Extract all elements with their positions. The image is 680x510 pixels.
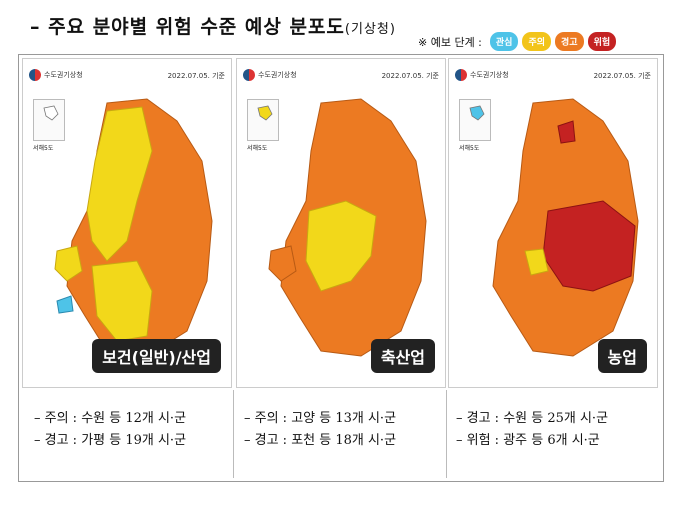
inset-map: [459, 99, 491, 141]
legend-label: ※ 예보 단계 :: [418, 35, 482, 49]
page-title: – 주요 분야별 위험 수준 예상 분포도(기상청): [30, 12, 396, 39]
map-panel-agriculture: 수도권기상청 2022.07.05. 기준 서해5도 농업: [448, 58, 658, 388]
title-source: (기상청): [344, 22, 396, 37]
column-divider: [446, 390, 447, 478]
risk-map: [492, 98, 639, 357]
map-panel-livestock: 수도권기상청 2022.07.05. 기준 서해5도 축산업: [236, 58, 446, 388]
title-main: – 주요 분야별 위험 수준 예상 분포도: [30, 16, 345, 38]
inset-label: 서해5도: [459, 145, 480, 152]
agency-label: 수도권기상청: [455, 69, 509, 81]
notes-agriculture: – 경고 : 수원 등 25개 시·군 – 위험 : 광주 등 6개 시·군: [456, 408, 608, 452]
sector-tag: 축산업: [370, 339, 435, 373]
column-divider: [233, 390, 234, 478]
legend-level-interest: 관심: [489, 32, 519, 51]
sector-tag: 농업: [597, 339, 647, 373]
agency-label: 수도권기상청: [243, 69, 297, 81]
risk-map: [54, 98, 213, 357]
agency-logo-icon: [455, 69, 467, 81]
legend-level-caution: 주의: [522, 32, 552, 51]
legend-level-danger: 위험: [587, 32, 617, 51]
note-line: – 주의 : 고양 등 13개 시·군: [244, 411, 397, 426]
legend-level-warning: 경고: [555, 32, 584, 51]
map-date: 2022.07.05. 기준: [167, 72, 225, 80]
agency-logo-icon: [29, 69, 41, 81]
risk-map: [268, 98, 427, 357]
note-line: – 경고 : 포천 등 18개 시·군: [244, 433, 397, 448]
note-line: – 주의 : 수원 등 12개 시·군: [34, 411, 187, 426]
agency-logo-icon: [243, 69, 255, 81]
map-date: 2022.07.05. 기준: [593, 72, 651, 80]
note-line: – 위험 : 광주 등 6개 시·군: [456, 433, 600, 448]
inset-map: [33, 99, 65, 141]
map-panel-health-industry: 수도권기상청 2022.07.05. 기준 서해5도 보건(일반)/산업: [22, 58, 232, 388]
note-line: – 경고 : 가평 등 19개 시·군: [34, 433, 187, 448]
notes-livestock: – 주의 : 고양 등 13개 시·군 – 경고 : 포천 등 18개 시·군: [244, 408, 396, 452]
note-line: – 경고 : 수원 등 25개 시·군: [456, 411, 609, 426]
inset-map: [247, 99, 279, 141]
sector-tag: 보건(일반)/산업: [92, 339, 221, 373]
inset-label: 서해5도: [33, 145, 54, 152]
map-date: 2022.07.05. 기준: [381, 72, 439, 80]
content-frame: [18, 54, 664, 482]
forecast-legend: ※ 예보 단계 : 관심 주의 경고 위험: [418, 32, 617, 51]
notes-health-industry: – 주의 : 수원 등 12개 시·군 – 경고 : 가평 등 19개 시·군: [34, 408, 186, 452]
inset-label: 서해5도: [247, 145, 268, 152]
agency-label: 수도권기상청: [29, 69, 83, 81]
